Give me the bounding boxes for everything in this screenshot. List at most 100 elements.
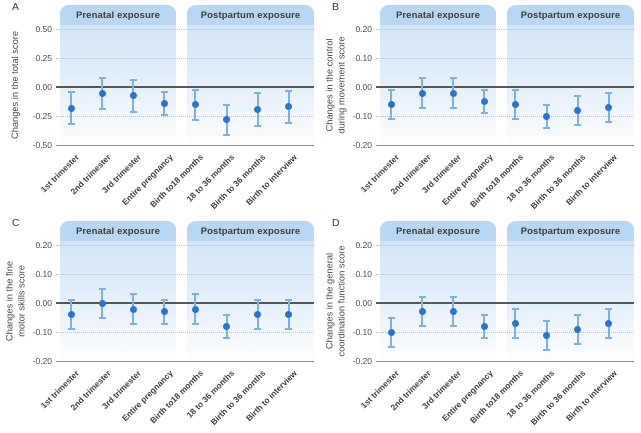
data-point-marker: [67, 104, 75, 112]
error-bar-cap-bottom: [254, 124, 262, 127]
error-bar-cap-top: [129, 79, 137, 82]
y-tick-label: 0.10: [355, 268, 372, 279]
exposure-group-header: Postpartum exposure: [187, 221, 314, 241]
error-bar-cap-bottom: [387, 118, 395, 121]
y-tick-label: 0.10: [355, 52, 372, 63]
error-bar-cap-bottom: [574, 342, 582, 345]
error-bar-cap-bottom: [480, 337, 488, 340]
y-tick-label: -0.10: [352, 327, 372, 338]
error-bar-cap-bottom: [160, 322, 168, 325]
panel-letter: A: [12, 1, 20, 13]
y-tick-label: 0.00: [355, 82, 372, 92]
data-point-marker: [605, 320, 613, 328]
gridline: [376, 245, 634, 246]
data-point-marker: [574, 325, 582, 333]
error-bar-cap-top: [98, 287, 106, 290]
panel-a-total-score: A Changes in the total score Prenatal ex…: [0, 0, 320, 216]
error-bar-cap-bottom: [449, 325, 457, 328]
exposure-band: Postpartum exposure: [187, 5, 314, 146]
data-point-marker: [449, 89, 457, 97]
error-bar-cap-top: [191, 293, 199, 296]
error-bar-cap-top: [480, 313, 488, 316]
error-bar-cap-top: [160, 90, 168, 93]
exposure-band: Postpartum exposure: [507, 221, 634, 362]
panel-c-fine-motor-skills: C Changes in the fine motor skills score…: [0, 216, 320, 433]
exposure-band: Prenatal exposure: [380, 5, 496, 146]
data-point-marker: [387, 328, 395, 336]
error-bar-cap-top: [387, 89, 395, 92]
data-point-marker: [449, 308, 457, 316]
error-bar-cap-bottom: [160, 114, 168, 117]
plot-area: Prenatal exposure Postpartum exposure 0.20…: [353, 221, 634, 427]
x-category-label: Birth to18 months: [148, 152, 206, 210]
y-axis-title-line: motor skills score: [16, 265, 26, 337]
exposure-band: Postpartum exposure: [187, 221, 314, 362]
data-point-marker: [67, 311, 75, 319]
gridline: [56, 58, 314, 60]
exposure-band: Prenatal exposure: [60, 221, 176, 362]
data-point-marker: [129, 305, 137, 313]
error-bar-cap-top: [543, 319, 550, 322]
error-bar-cap-top: [480, 89, 488, 92]
panel-letter: B: [332, 1, 340, 13]
error-bar-cap-bottom: [285, 328, 293, 331]
error-bar-cap-bottom: [574, 124, 582, 127]
x-category-label: Birth to 36 months: [528, 152, 588, 211]
y-tick-label: -0.20: [32, 356, 52, 367]
exposure-group-header: Postpartum exposure: [507, 5, 634, 25]
exposure-band: Prenatal exposure: [380, 221, 496, 362]
error-bar-cap-bottom: [98, 108, 106, 111]
error-bar-cap-bottom: [418, 106, 426, 109]
error-bar-cap-top: [449, 77, 457, 80]
data-point-marker: [98, 299, 106, 307]
error-bar-cap-bottom: [543, 126, 550, 129]
data-point-marker: [160, 308, 168, 316]
gridline: [376, 58, 634, 60]
y-axis-title-line: coordination function score: [336, 245, 346, 357]
error-bar-cap-top: [543, 103, 550, 106]
error-bar-cap-bottom: [191, 118, 199, 121]
data-point-marker: [418, 89, 426, 97]
error-bar-cap-bottom: [129, 322, 137, 325]
data-point-marker: [191, 101, 199, 109]
y-tick-label: 0.20: [355, 239, 372, 250]
error-bar-cap-top: [254, 92, 262, 95]
error-bar-cap-bottom: [511, 337, 519, 340]
data-point-marker: [605, 104, 613, 112]
x-category-label: Birth to 36 months: [528, 368, 588, 427]
data-point-marker: [511, 320, 519, 328]
error-bar-cap-top: [605, 92, 613, 95]
error-bar-cap-top: [67, 90, 75, 93]
panel-b-control-during-movement: B Changes in the control during movement…: [320, 0, 641, 216]
exposure-group-header: Prenatal exposure: [380, 5, 496, 25]
error-bar-cap-top: [418, 77, 426, 80]
x-category-label: Birth to 36 months: [208, 368, 268, 427]
data-point-marker: [129, 91, 137, 99]
y-tick-label: 0.20: [35, 239, 52, 250]
panel-letter: C: [12, 217, 20, 229]
data-point-marker: [254, 311, 262, 319]
error-bar-cap-bottom: [129, 110, 137, 113]
y-axis-title-line: during movement score: [336, 36, 346, 134]
plot-area: Prenatal exposure Postpartum exposure 0.50…: [33, 5, 314, 211]
y-tick-label: 0.00: [35, 298, 52, 308]
error-bar-cap-top: [605, 308, 613, 311]
error-bar-cap-bottom: [223, 133, 230, 136]
gridline: [56, 274, 314, 276]
error-bar-cap-top: [574, 94, 582, 97]
error-bar-cap-bottom: [605, 121, 613, 124]
error-bar-cap-bottom: [67, 328, 75, 331]
data-point-marker: [191, 305, 199, 313]
y-axis-title: Changes in the control during movement s…: [324, 36, 347, 133]
data-point-marker: [285, 103, 293, 111]
y-axis-title-line: Changes in the control: [324, 38, 335, 132]
x-category-label: Birth to18 months: [468, 152, 526, 210]
gridline: [56, 245, 314, 246]
y-tick-label: -0.10: [352, 111, 372, 122]
y-tick-label: 0.25: [35, 52, 52, 63]
data-point-marker: [480, 322, 488, 330]
error-bar-cap-bottom: [254, 328, 262, 331]
data-point-marker: [254, 105, 262, 113]
zero-reference-line: [376, 302, 634, 305]
